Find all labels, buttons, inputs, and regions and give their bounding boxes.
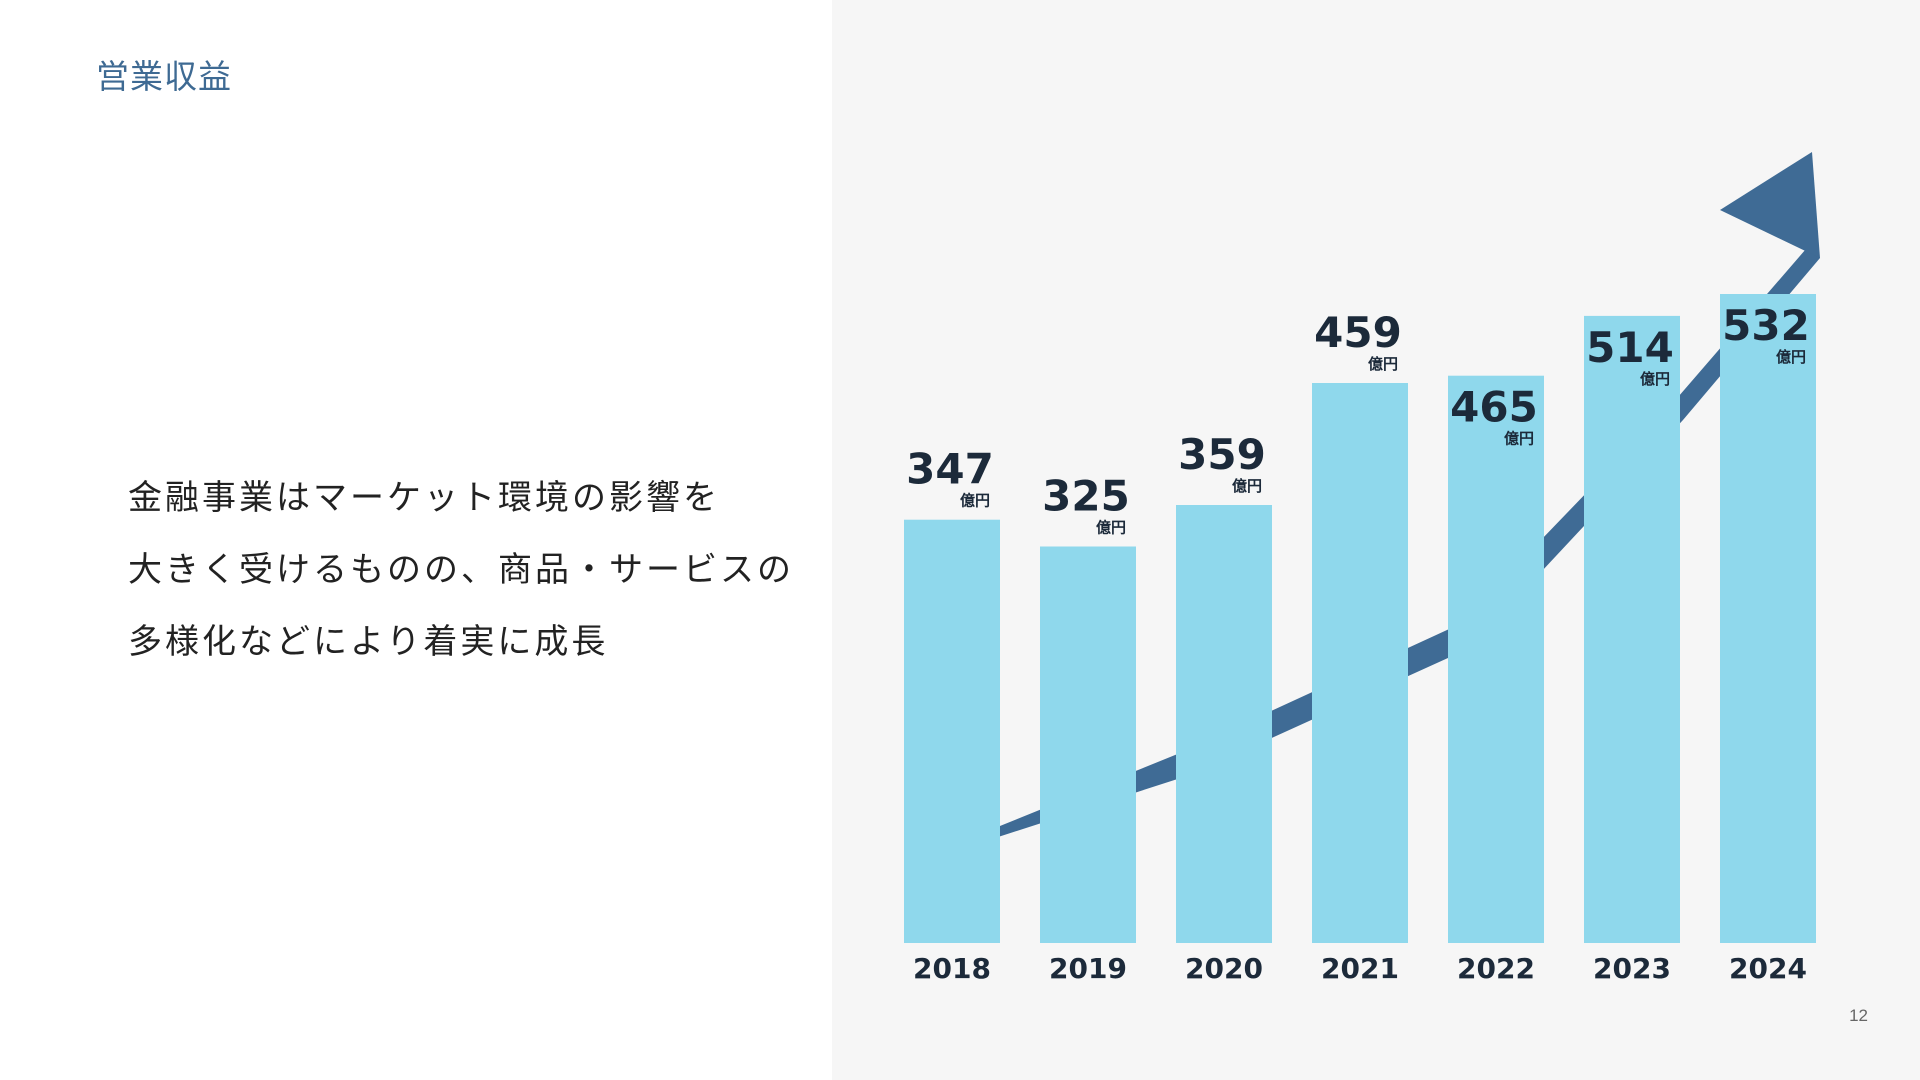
text-panel [0,0,832,1080]
tick-label-2022: 2022 [1457,952,1535,985]
tick-label-2020: 2020 [1185,952,1263,985]
unit-label-2022: 億円 [1504,430,1534,448]
body-text: 金融事業はマーケット環境の影響を 大きく受けるものの、商品・サービスの 多様化な… [128,462,794,678]
bar-2018 [904,519,1000,943]
bar-2023 [1584,315,1680,943]
bar-2022 [1448,375,1544,943]
trend-arrow-head [1720,152,1820,258]
tick-label-2023: 2023 [1593,952,1671,985]
body-line-3: 多様化などにより着実に成長 [128,622,609,662]
data-label-2021: 459 [1314,308,1402,357]
data-label-2024: 532 [1722,301,1810,350]
data-label-2022: 465 [1450,383,1538,432]
tick-label-2019: 2019 [1049,952,1127,985]
body-line-2: 大きく受けるものの、商品・サービスの [128,550,794,590]
unit-label-2019: 億円 [1096,519,1126,537]
data-label-2020: 359 [1178,430,1266,479]
data-label-2019: 325 [1042,472,1130,521]
unit-label-2020: 億円 [1232,477,1262,495]
page-title: 営業収益 [96,57,232,96]
body-line-1: 金融事業はマーケット環境の影響を [128,478,720,518]
tick-label-2021: 2021 [1321,952,1399,985]
bar-2020 [1176,505,1272,943]
data-label-2023: 514 [1586,323,1674,372]
unit-label-2021: 億円 [1368,355,1398,373]
tick-label-2018: 2018 [913,952,991,985]
bar-2024 [1720,294,1816,943]
bar-2021 [1312,383,1408,943]
tick-label-2024: 2024 [1729,952,1807,985]
bar-2019 [1040,546,1136,943]
unit-label-2024: 億円 [1776,348,1806,366]
unit-label-2018: 億円 [960,492,990,510]
unit-label-2023: 億円 [1640,370,1670,388]
data-label-2018: 347 [906,445,994,494]
page-number: 12 [1849,1006,1868,1025]
